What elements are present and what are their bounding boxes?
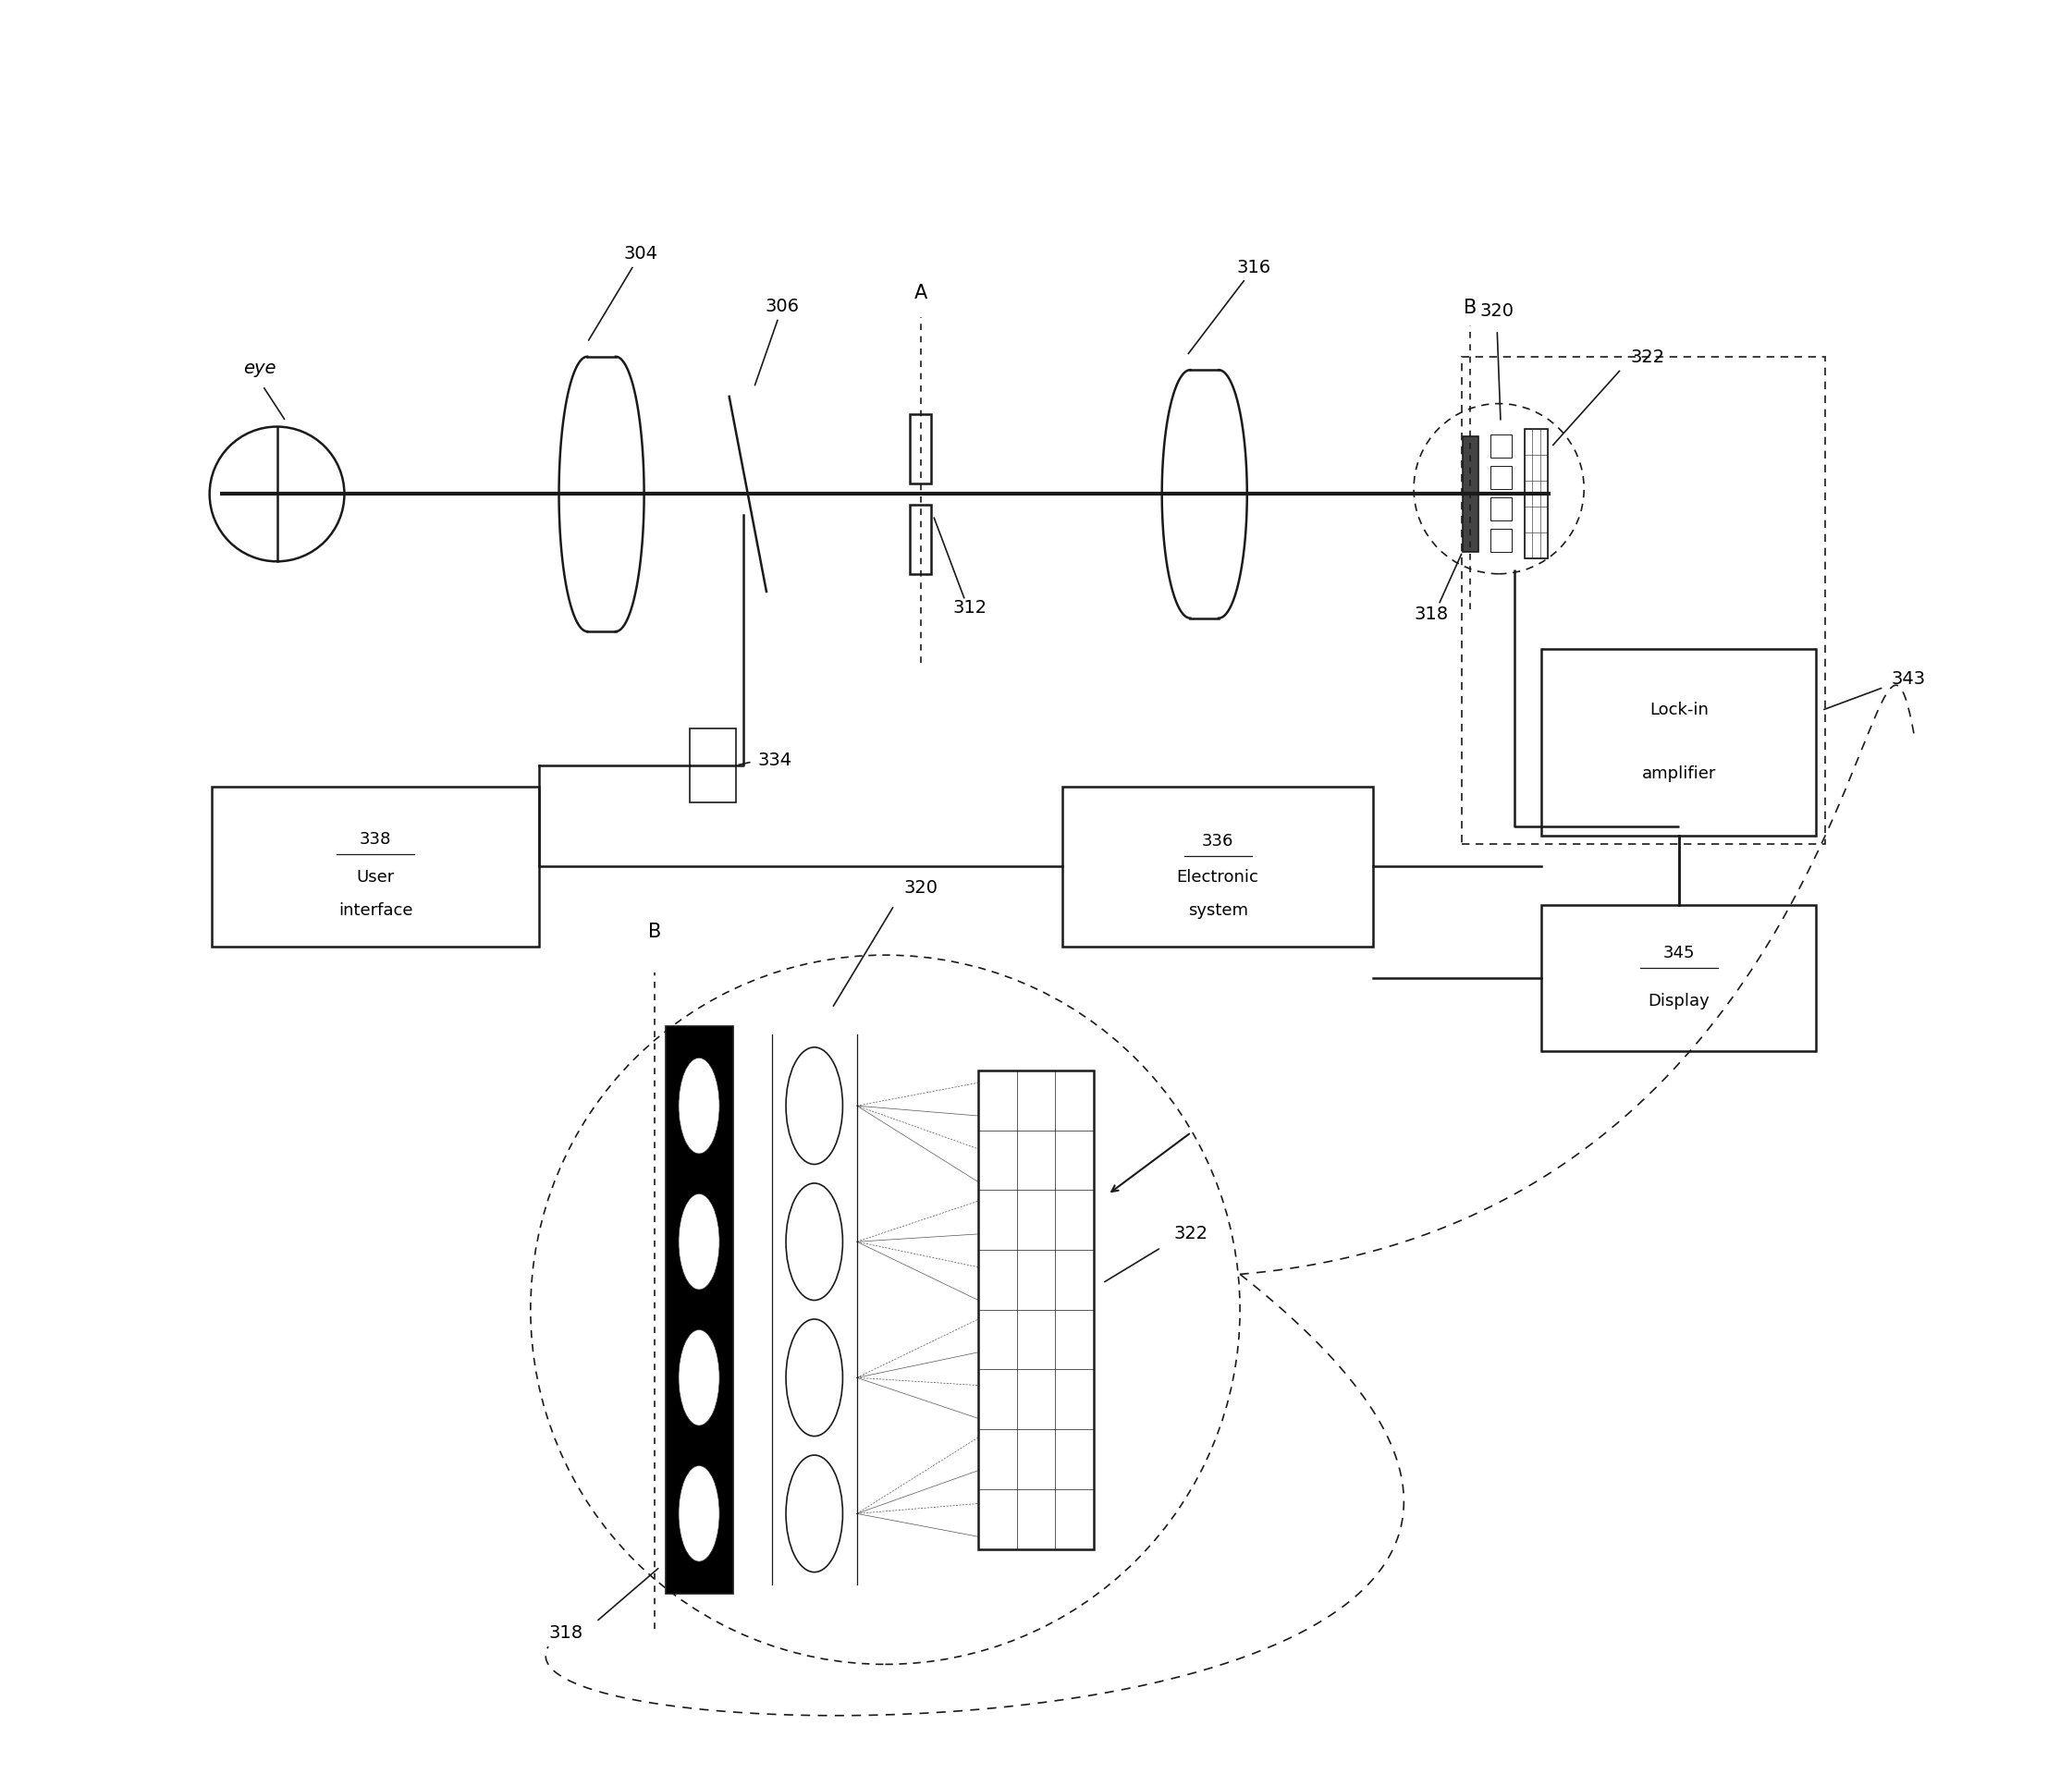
Text: eye: eye: [242, 359, 276, 377]
Text: 316: 316: [1189, 259, 1272, 354]
Text: 318: 318: [549, 1623, 582, 1641]
FancyBboxPatch shape: [1063, 786, 1374, 947]
FancyBboxPatch shape: [1490, 529, 1510, 552]
Text: 338: 338: [361, 832, 392, 848]
FancyBboxPatch shape: [978, 1070, 1094, 1548]
Text: 312: 312: [953, 598, 988, 616]
FancyBboxPatch shape: [1525, 429, 1548, 559]
Text: 304: 304: [588, 245, 657, 341]
Text: 336: 336: [1202, 834, 1233, 850]
Text: B: B: [1465, 298, 1477, 316]
Text: User: User: [356, 868, 394, 886]
Text: 322: 322: [1631, 348, 1666, 366]
FancyBboxPatch shape: [211, 786, 539, 947]
Text: interface: interface: [338, 902, 412, 920]
FancyBboxPatch shape: [1490, 434, 1510, 457]
Ellipse shape: [680, 1331, 719, 1425]
Ellipse shape: [680, 1466, 719, 1561]
Text: Display: Display: [1647, 993, 1709, 1009]
Ellipse shape: [785, 1320, 843, 1436]
Ellipse shape: [785, 1047, 843, 1164]
Ellipse shape: [785, 1182, 843, 1300]
FancyBboxPatch shape: [690, 729, 736, 802]
Text: 345: 345: [1664, 945, 1695, 961]
Text: 320: 320: [903, 879, 939, 897]
Text: 322: 322: [1175, 1225, 1208, 1243]
FancyBboxPatch shape: [1490, 497, 1510, 520]
Text: 334: 334: [758, 752, 792, 768]
Text: 343: 343: [1892, 670, 1925, 688]
Text: A: A: [914, 284, 928, 302]
Text: system: system: [1187, 902, 1247, 920]
Text: Electronic: Electronic: [1177, 868, 1260, 886]
FancyBboxPatch shape: [1542, 906, 1817, 1050]
FancyBboxPatch shape: [1463, 436, 1479, 552]
FancyBboxPatch shape: [1490, 466, 1510, 489]
Ellipse shape: [680, 1057, 719, 1154]
FancyBboxPatch shape: [1542, 648, 1817, 836]
Ellipse shape: [680, 1193, 719, 1289]
Text: 320: 320: [1479, 302, 1515, 320]
Ellipse shape: [785, 1456, 843, 1572]
Text: 318: 318: [1415, 605, 1448, 623]
Text: 306: 306: [754, 298, 800, 386]
Text: Lock-in: Lock-in: [1649, 702, 1709, 718]
FancyBboxPatch shape: [665, 1025, 733, 1593]
Text: amplifier: amplifier: [1641, 766, 1716, 782]
Text: B: B: [649, 922, 661, 941]
